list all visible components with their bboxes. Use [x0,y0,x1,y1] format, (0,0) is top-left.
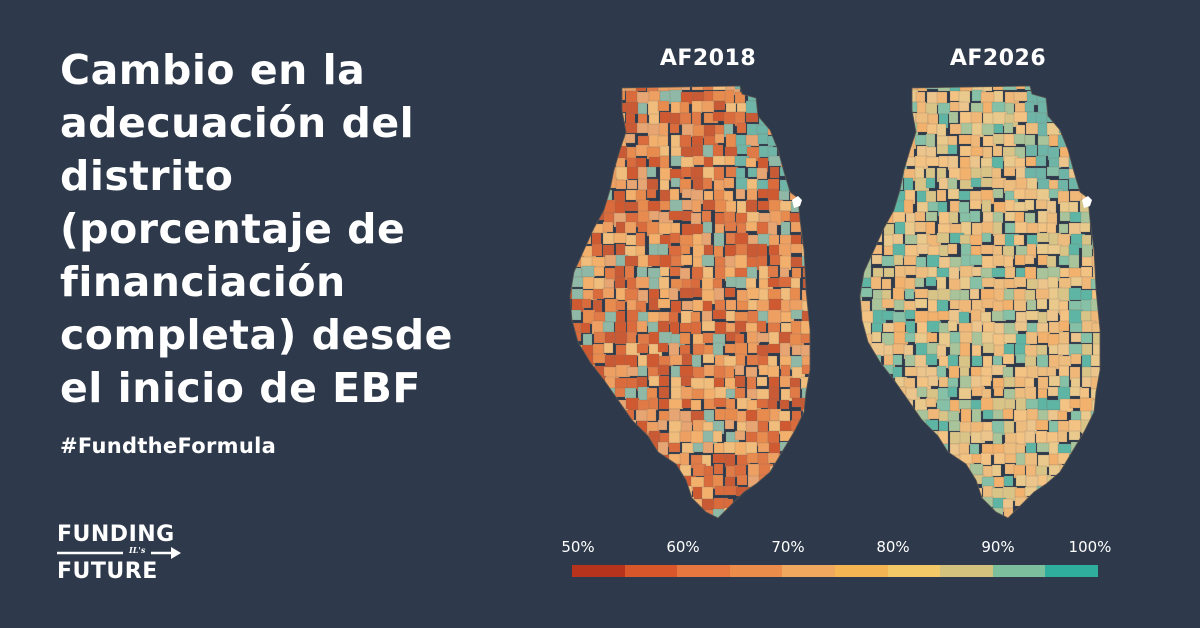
headline-line-5: financiación [60,258,346,306]
legend-swatch-6 [834,565,888,577]
illinois-map-af2018 [569,85,811,519]
headline-line-6: completa) desde [60,311,453,359]
logo-top-text: FUNDING [57,522,175,547]
map-title-af2026: AF2026 [949,46,1047,71]
headline-line-7: el inicio de EBF [60,364,421,412]
headline-line-3: distrito [60,152,234,200]
legend-swatch-3 [677,565,730,577]
logo-bottom-text: FUTURE [57,559,158,584]
headline-line-1: Cambio en la [60,46,366,94]
legend-swatch-9 [992,565,1046,577]
logo-middle-text: IL's [129,545,146,555]
legend-swatch-2 [624,565,678,577]
legend-swatch-8 [940,565,993,577]
legend-color-scale [572,565,1098,577]
legend-swatch-7 [887,565,941,577]
legend-swatch-1 [572,565,625,577]
hashtag[interactable]: #FundtheFormula [60,434,277,458]
legend-label-80: 80% [876,538,910,556]
logo-arrow-icon [57,547,181,559]
headline-line-2: adecuación del [60,99,415,147]
legend-swatch-4 [729,565,783,577]
legend-labels: 50% 60% 70% 80% 90% 100% [540,538,1140,560]
illinois-map-af2026 [859,85,1101,519]
legend-label-100: 100% [1068,538,1112,556]
legend-swatch-5 [782,565,835,577]
legend-label-70: 70% [771,538,805,556]
legend-label-60: 60% [666,538,700,556]
legend-label-50: 50% [561,538,595,556]
headline: Cambio en la adecuación del distrito (po… [60,44,530,415]
map-title-af2018: AF2018 [659,46,757,71]
funding-ils-future-logo: FUNDING IL's FUTURE [57,522,187,586]
legend-label-90: 90% [981,538,1015,556]
headline-line-4: (porcentaje de [60,205,406,253]
legend-swatch-10 [1045,565,1098,577]
